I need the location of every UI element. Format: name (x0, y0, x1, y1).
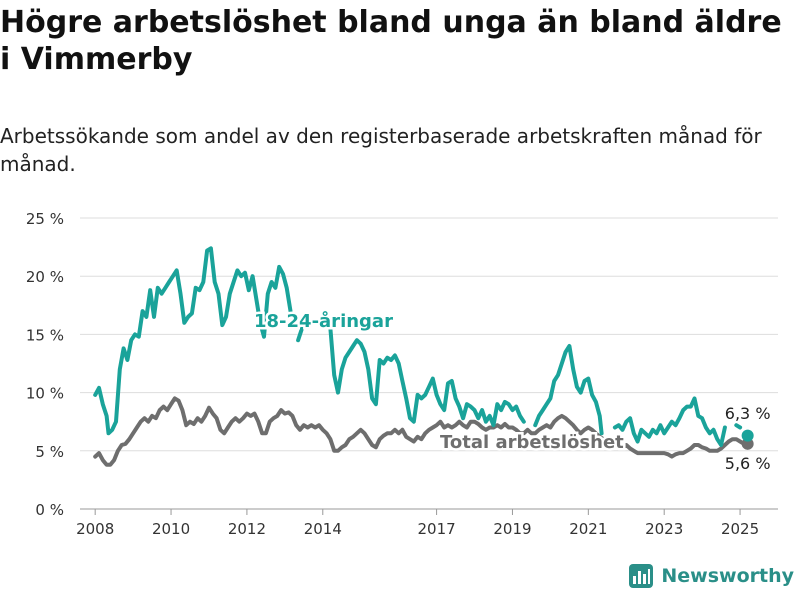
chart-logo-icon (629, 564, 654, 588)
y-tick-label: 25 % (26, 210, 64, 228)
page-subtitle: Arbetssökande som andel av den registerb… (0, 124, 762, 176)
brand-name: Newsworthy (661, 565, 794, 587)
x-tick-label: 2014 (304, 520, 342, 538)
y-tick-label: 15 % (26, 326, 64, 344)
y-tick-label: 20 % (26, 268, 64, 286)
series-line-youth (93, 246, 293, 436)
x-tick-label: 2012 (228, 520, 266, 538)
y-tick-label: 0 % (35, 501, 64, 519)
x-tick-label: 2008 (76, 520, 114, 538)
series-label-youth: 18-24-åringar (254, 310, 393, 332)
page-title: Högre arbetslöshet bland unga än bland ä… (0, 5, 782, 77)
x-tick-label: 2010 (152, 520, 190, 538)
x-tick-label: 2017 (417, 520, 455, 538)
end-point-youth (741, 429, 754, 442)
end-label-total: 5,6 % (725, 454, 771, 473)
x-tick-label: 2019 (493, 520, 531, 538)
series-line-total (93, 396, 746, 467)
y-tick-label: 5 % (35, 443, 64, 461)
x-tick-label: 2021 (569, 520, 607, 538)
series-line-youth (296, 326, 304, 343)
series-line-youth (734, 423, 743, 430)
x-tick-label: 2023 (645, 520, 683, 538)
end-label-youth: 6,3 % (725, 404, 771, 423)
x-tick-label: 2025 (721, 520, 759, 538)
brand: Newsworthy (629, 562, 794, 590)
y-tick-label: 10 % (26, 385, 64, 403)
series-line-youth (612, 396, 727, 447)
series-line-youth (533, 344, 604, 436)
series-line-youth (328, 326, 526, 428)
series-label-total: Total arbetslöshet (440, 432, 624, 453)
